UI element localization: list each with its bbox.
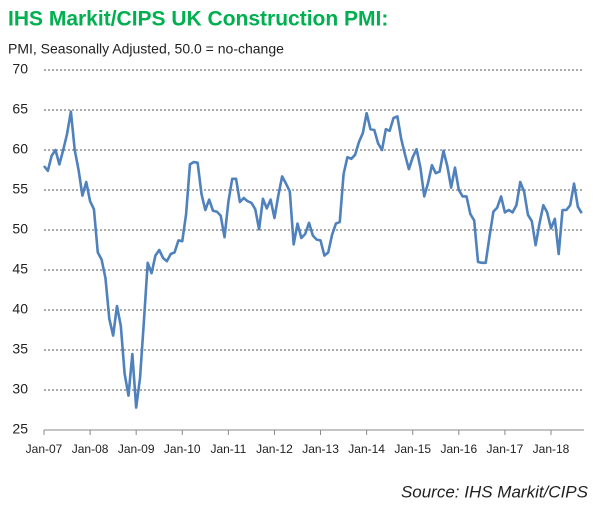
x-tick-label: Jan-11 — [210, 442, 246, 456]
y-tick-label: 55 — [12, 181, 28, 197]
y-tick-label: 40 — [12, 301, 28, 317]
x-tick-label: Jan-12 — [256, 442, 293, 456]
x-tick-label: Jan-18 — [533, 442, 570, 456]
x-tick-label: Jan-13 — [302, 442, 339, 456]
y-tick-label: 60 — [12, 141, 28, 157]
y-tick-label: 35 — [12, 341, 28, 357]
x-tick-label: Jan-15 — [394, 442, 431, 456]
x-tick-label: Jan-10 — [164, 442, 201, 456]
y-tick-label: 45 — [12, 261, 28, 277]
source: Source: IHS Markit/CIPS — [401, 482, 589, 501]
x-tick-label: Jan-14 — [348, 442, 385, 456]
y-tick-label: 25 — [12, 421, 28, 437]
chart-title: IHS Markit/CIPS UK Construction PMI: — [8, 8, 388, 31]
chart-subtitle: PMI, Seasonally Adjusted, 50.0 = no-chan… — [8, 41, 284, 57]
x-tick-label: Jan-09 — [118, 442, 155, 456]
x-tick-label: Jan-16 — [440, 442, 477, 456]
x-tick-label: Jan-17 — [487, 442, 524, 456]
pmi-line — [42, 110, 583, 409]
y-tick-label: 65 — [12, 101, 28, 117]
y-tick-label: 70 — [12, 61, 28, 77]
y-tick-label: 50 — [12, 221, 28, 237]
x-tick-label: Jan-08 — [72, 442, 109, 456]
x-tick-label: Jan-07 — [26, 442, 63, 456]
y-tick-label: 30 — [12, 381, 28, 397]
